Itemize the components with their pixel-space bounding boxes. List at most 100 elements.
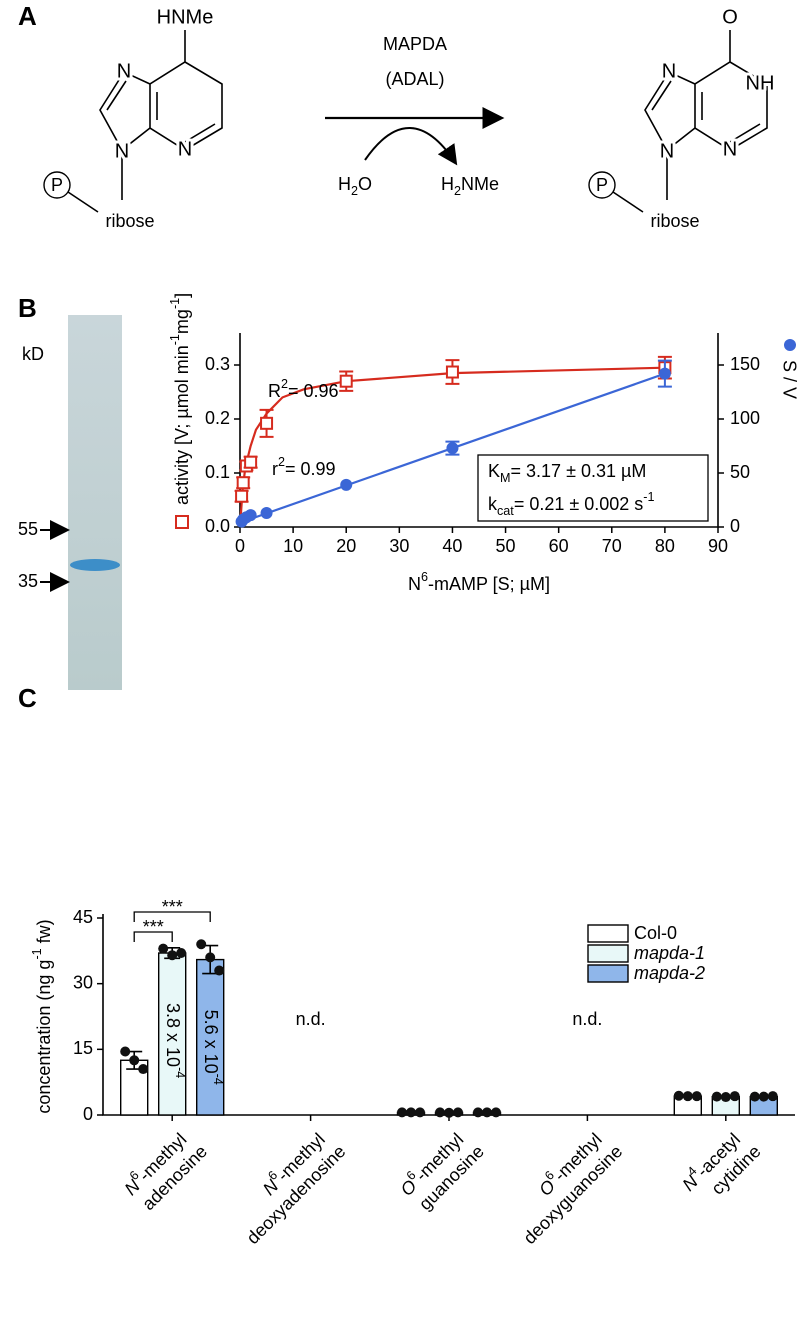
data-point (236, 476, 250, 490)
data-point (244, 455, 258, 469)
replicate-point (711, 1091, 722, 1102)
text-run: r (272, 459, 278, 479)
p-value: 3.8 x 10-4 (163, 1003, 186, 1078)
text-run: 2 (454, 184, 461, 198)
coproduct: H2NMe (441, 174, 499, 199)
functional-group: O (722, 6, 738, 28)
annotation: R2= 0.96 (268, 377, 339, 400)
water-arrow (364, 127, 458, 166)
text-run: 3.8 x 10 (163, 1003, 183, 1067)
legend-swatch (587, 944, 629, 963)
functional-group: HNMe (157, 6, 214, 28)
legend-label: mapda-2 (634, 963, 705, 983)
panel-label: B (18, 293, 37, 323)
text-run: H (441, 174, 454, 194)
ring-atom: N (117, 60, 131, 82)
x-tick-label: 10 (283, 536, 303, 556)
replicate-point (120, 1046, 131, 1057)
text-run: -4 (211, 1074, 225, 1085)
data-point (260, 416, 274, 430)
y2-legend-icon (784, 339, 796, 351)
parameter-box (477, 454, 709, 522)
phosphate: P (51, 175, 63, 195)
x-tick-label: 60 (549, 536, 569, 556)
x-tick-label: 30 (389, 536, 409, 556)
y-tick-label: 0.0 (205, 516, 230, 536)
y-tick-label: 45 (73, 907, 93, 927)
nd-label: n.d. (572, 1009, 602, 1029)
replicate-point (482, 1107, 492, 1118)
text-run: -1 (30, 948, 44, 959)
text-run: H (338, 174, 351, 194)
data-point (658, 367, 671, 380)
text-run: -mAMP [S; µM] (428, 574, 550, 594)
axes (239, 333, 719, 528)
data-point (445, 365, 459, 379)
replicate-point (473, 1107, 483, 1118)
text-run: ] (172, 293, 192, 298)
replicate-point (444, 1107, 454, 1118)
text-run: = 3.17 ± 0.31 µM (511, 461, 647, 481)
significance-label: *** (162, 897, 183, 917)
text-run: 2 (281, 377, 288, 391)
significance-label: *** (143, 917, 164, 937)
text-run: cat (497, 504, 514, 518)
text-run: = 0.21 ± 0.002 s (514, 494, 643, 514)
legend-label: mapda-1 (634, 943, 705, 963)
parameter: kcat= 0.21 ± 0.002 s-1 (488, 490, 655, 518)
text-run: N (408, 574, 421, 594)
y2-tick-label: 50 (730, 462, 750, 482)
replicate-point (729, 1091, 740, 1102)
replicate-point (129, 1055, 140, 1066)
text-run: 5.6 x 10 (201, 1010, 221, 1074)
replicate-point (214, 965, 225, 976)
replicate-point (406, 1107, 416, 1118)
y-tick-label: 15 (73, 1038, 93, 1058)
legend-swatch (587, 924, 629, 943)
replicate-point (196, 939, 207, 950)
data-point (235, 489, 249, 503)
replicate-point (205, 952, 216, 963)
y2-tick-label: 150 (730, 354, 760, 374)
x-tick-label: 70 (602, 536, 622, 556)
y-axis-title: activity [V; µmol min-1mg-1] (168, 293, 191, 505)
data-point (339, 374, 353, 388)
panel-label: C (18, 683, 37, 713)
text-run: M (500, 471, 511, 485)
replicate-point (397, 1107, 407, 1118)
x-tick-label: 50 (496, 536, 516, 556)
replicate-point (138, 1064, 149, 1075)
data-point (260, 506, 273, 519)
y-tick-label: 0.2 (205, 408, 230, 428)
y-tick-label: 0 (83, 1104, 93, 1124)
y-tick-label: 0.1 (205, 462, 230, 482)
gel-marker: 35 (18, 571, 38, 591)
text-run: activity [V; µmol min (172, 345, 192, 505)
text-run: 2 (278, 455, 285, 469)
x-tick-label: 20 (336, 536, 356, 556)
ring-atom: N (115, 140, 129, 162)
ring-atom: N (723, 138, 737, 160)
data-point (244, 509, 257, 522)
x-tick-label: 80 (655, 536, 675, 556)
replicate-point (720, 1092, 731, 1103)
annotation: r2= 0.99 (272, 455, 336, 478)
nd-label: n.d. (296, 1009, 326, 1029)
data-point (340, 478, 353, 491)
data-point (446, 442, 459, 455)
text-run: -1 (168, 334, 182, 345)
replicate-point (691, 1091, 702, 1102)
gel-lane (68, 315, 122, 690)
text-run: concentration (ng g (34, 960, 54, 1114)
y2-tick-label: 100 (730, 408, 760, 428)
ring-atom: NH (746, 72, 775, 94)
significance-bracket (133, 911, 211, 922)
p-value: 5.6 x 10-4 (201, 1010, 224, 1085)
text-run: -1 (168, 298, 182, 309)
text-run: k (488, 494, 498, 514)
gel-unit: kD (22, 344, 44, 364)
x-tick-label: 0 (235, 536, 245, 556)
